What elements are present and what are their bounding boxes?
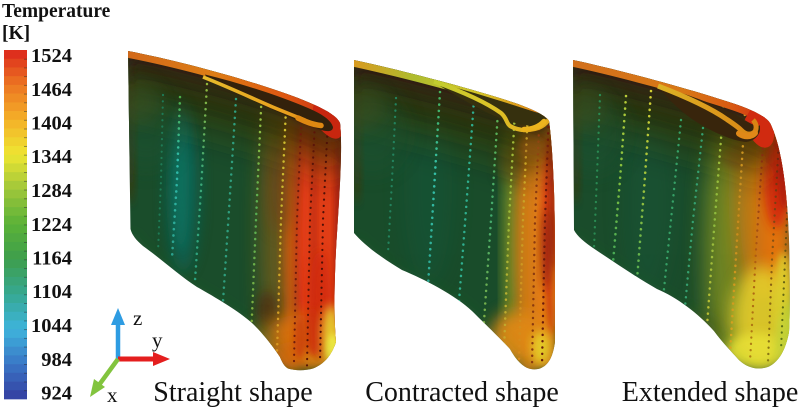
- svg-text:Straight shape: Straight shape: [153, 377, 312, 408]
- svg-text:1224: 1224: [31, 214, 72, 236]
- svg-text:1164: 1164: [32, 248, 72, 270]
- svg-text:z: z: [133, 306, 142, 330]
- svg-text:x: x: [107, 383, 118, 407]
- svg-text:Temperature: Temperature: [2, 1, 111, 22]
- svg-text:1344: 1344: [31, 146, 72, 168]
- svg-text:924: 924: [41, 383, 72, 405]
- svg-text:Extended shape: Extended shape: [622, 377, 799, 408]
- svg-text:1044: 1044: [31, 315, 72, 337]
- svg-text:Contracted shape: Contracted shape: [365, 377, 559, 408]
- svg-text:1104: 1104: [32, 281, 72, 303]
- svg-text:1404: 1404: [31, 113, 72, 135]
- svg-text:y: y: [152, 328, 163, 352]
- svg-text:[K]: [K]: [2, 23, 30, 44]
- svg-text:1464: 1464: [31, 79, 72, 101]
- svg-text:1524: 1524: [31, 45, 72, 67]
- svg-text:984: 984: [41, 349, 72, 371]
- svg-text:1284: 1284: [31, 180, 72, 202]
